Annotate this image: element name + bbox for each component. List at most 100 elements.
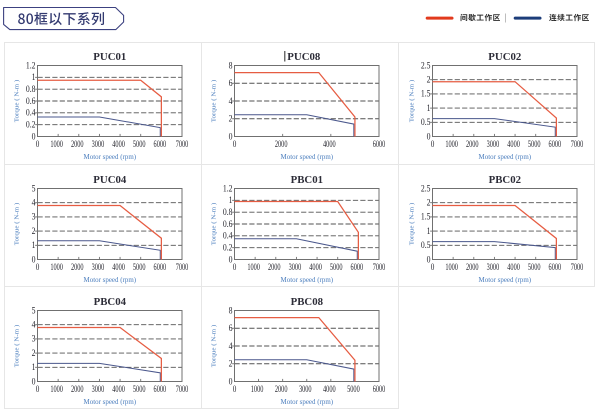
svg-text:7000: 7000 xyxy=(570,139,583,149)
svg-text:Motor speed (rpm): Motor speed (rpm) xyxy=(478,152,531,161)
svg-text:6000: 6000 xyxy=(548,139,561,149)
svg-text:1: 1 xyxy=(426,103,430,113)
svg-text:Motor speed (rpm): Motor speed (rpm) xyxy=(84,275,137,284)
svg-text:0: 0 xyxy=(229,132,233,142)
svg-text:0: 0 xyxy=(426,254,430,264)
svg-text:7000: 7000 xyxy=(176,139,189,149)
svg-text:3000: 3000 xyxy=(299,383,312,393)
svg-text:0.5: 0.5 xyxy=(420,240,430,250)
svg-text:5: 5 xyxy=(32,183,36,193)
svg-text:3: 3 xyxy=(32,333,36,343)
svg-text:6000: 6000 xyxy=(154,383,167,393)
svg-text:0.5: 0.5 xyxy=(420,117,430,127)
svg-text:0: 0 xyxy=(32,254,36,264)
svg-text:0: 0 xyxy=(430,139,434,149)
svg-text:3000: 3000 xyxy=(486,261,499,271)
svg-text:5000: 5000 xyxy=(330,261,343,271)
svg-text:2000: 2000 xyxy=(275,383,288,393)
svg-text:0.8: 0.8 xyxy=(26,84,36,94)
svg-text:6000: 6000 xyxy=(351,261,364,271)
svg-text:4000: 4000 xyxy=(112,383,125,393)
svg-text:4000: 4000 xyxy=(323,139,336,149)
svg-text:1: 1 xyxy=(32,240,36,250)
svg-text:2: 2 xyxy=(229,114,233,124)
svg-text:1000: 1000 xyxy=(248,261,261,271)
svg-text:3000: 3000 xyxy=(92,139,105,149)
svg-text:2: 2 xyxy=(32,225,36,235)
svg-text:Motor speed (rpm): Motor speed (rpm) xyxy=(84,397,137,406)
svg-text:3000: 3000 xyxy=(289,261,302,271)
svg-text:2000: 2000 xyxy=(268,261,281,271)
svg-text:Torque ( N-m ): Torque ( N-m ) xyxy=(13,80,20,123)
svg-text:6000: 6000 xyxy=(373,383,386,393)
svg-text:1.5: 1.5 xyxy=(420,211,430,221)
svg-text:0: 0 xyxy=(32,132,36,142)
svg-text:0: 0 xyxy=(426,132,430,142)
svg-text:0: 0 xyxy=(36,383,40,393)
svg-text:2: 2 xyxy=(32,347,36,357)
svg-text:Torque ( N-m ): Torque ( N-m ) xyxy=(408,80,415,123)
svg-text:5000: 5000 xyxy=(347,383,360,393)
svg-text:Torque ( N-m ): Torque ( N-m ) xyxy=(211,324,218,367)
svg-text:PUC01: PUC01 xyxy=(93,51,126,63)
svg-text:Motor speed (rpm): Motor speed (rpm) xyxy=(84,152,137,161)
svg-text:0.6: 0.6 xyxy=(223,218,233,228)
svg-text:7000: 7000 xyxy=(570,261,583,271)
svg-text:PUC02: PUC02 xyxy=(488,51,521,63)
svg-text:0: 0 xyxy=(36,261,40,271)
svg-text:6000: 6000 xyxy=(373,139,386,149)
svg-text:5000: 5000 xyxy=(133,383,146,393)
svg-text:2000: 2000 xyxy=(465,139,478,149)
svg-text:4000: 4000 xyxy=(507,261,520,271)
svg-text:1.5: 1.5 xyxy=(420,89,430,99)
svg-text:1000: 1000 xyxy=(251,383,264,393)
svg-text:6000: 6000 xyxy=(548,261,561,271)
svg-text:0: 0 xyxy=(32,376,36,386)
svg-text:2: 2 xyxy=(426,75,430,85)
svg-text:6000: 6000 xyxy=(154,139,167,149)
svg-text:4000: 4000 xyxy=(507,139,520,149)
svg-text:4: 4 xyxy=(229,96,233,106)
svg-text:3: 3 xyxy=(32,211,36,221)
svg-text:Motor speed (rpm): Motor speed (rpm) xyxy=(281,275,334,284)
svg-text:2.5: 2.5 xyxy=(420,61,430,71)
svg-text:1000: 1000 xyxy=(445,261,458,271)
svg-text:0: 0 xyxy=(430,261,434,271)
svg-text:1: 1 xyxy=(32,362,36,372)
svg-text:5000: 5000 xyxy=(527,261,540,271)
svg-text:1: 1 xyxy=(426,225,430,235)
svg-text:0.2: 0.2 xyxy=(26,120,36,130)
svg-text:1000: 1000 xyxy=(50,383,63,393)
svg-text:2: 2 xyxy=(426,197,430,207)
svg-text:PBC02: PBC02 xyxy=(488,173,520,185)
svg-text:4000: 4000 xyxy=(112,139,125,149)
svg-text:5000: 5000 xyxy=(133,261,146,271)
svg-text:4: 4 xyxy=(32,319,36,329)
svg-text:8: 8 xyxy=(229,305,233,315)
svg-text:2000: 2000 xyxy=(71,383,84,393)
svg-text:PUC04: PUC04 xyxy=(93,173,127,185)
svg-text:0: 0 xyxy=(233,139,237,149)
svg-text:7000: 7000 xyxy=(176,261,189,271)
svg-text:0: 0 xyxy=(229,254,233,264)
svg-text:3000: 3000 xyxy=(486,139,499,149)
svg-text:3000: 3000 xyxy=(92,261,105,271)
svg-text:0.4: 0.4 xyxy=(223,230,233,240)
svg-text:1000: 1000 xyxy=(50,261,63,271)
svg-text:0: 0 xyxy=(233,383,237,393)
svg-text:0.2: 0.2 xyxy=(223,242,233,252)
svg-text:2000: 2000 xyxy=(71,139,84,149)
svg-text:0: 0 xyxy=(36,139,40,149)
svg-text:0.8: 0.8 xyxy=(223,207,233,217)
svg-text:0.6: 0.6 xyxy=(26,96,36,106)
svg-text:2: 2 xyxy=(229,358,233,368)
svg-text:2000: 2000 xyxy=(275,139,288,149)
svg-text:5: 5 xyxy=(32,305,36,315)
svg-text:5000: 5000 xyxy=(133,139,146,149)
svg-text:6: 6 xyxy=(229,323,233,333)
svg-text:4000: 4000 xyxy=(310,261,323,271)
svg-text:PBC01: PBC01 xyxy=(291,173,323,185)
svg-text:PBC08: PBC08 xyxy=(291,295,324,307)
svg-text:PUC08: PUC08 xyxy=(288,51,322,63)
svg-text:Torque ( N-m ): Torque ( N-m ) xyxy=(408,202,415,245)
